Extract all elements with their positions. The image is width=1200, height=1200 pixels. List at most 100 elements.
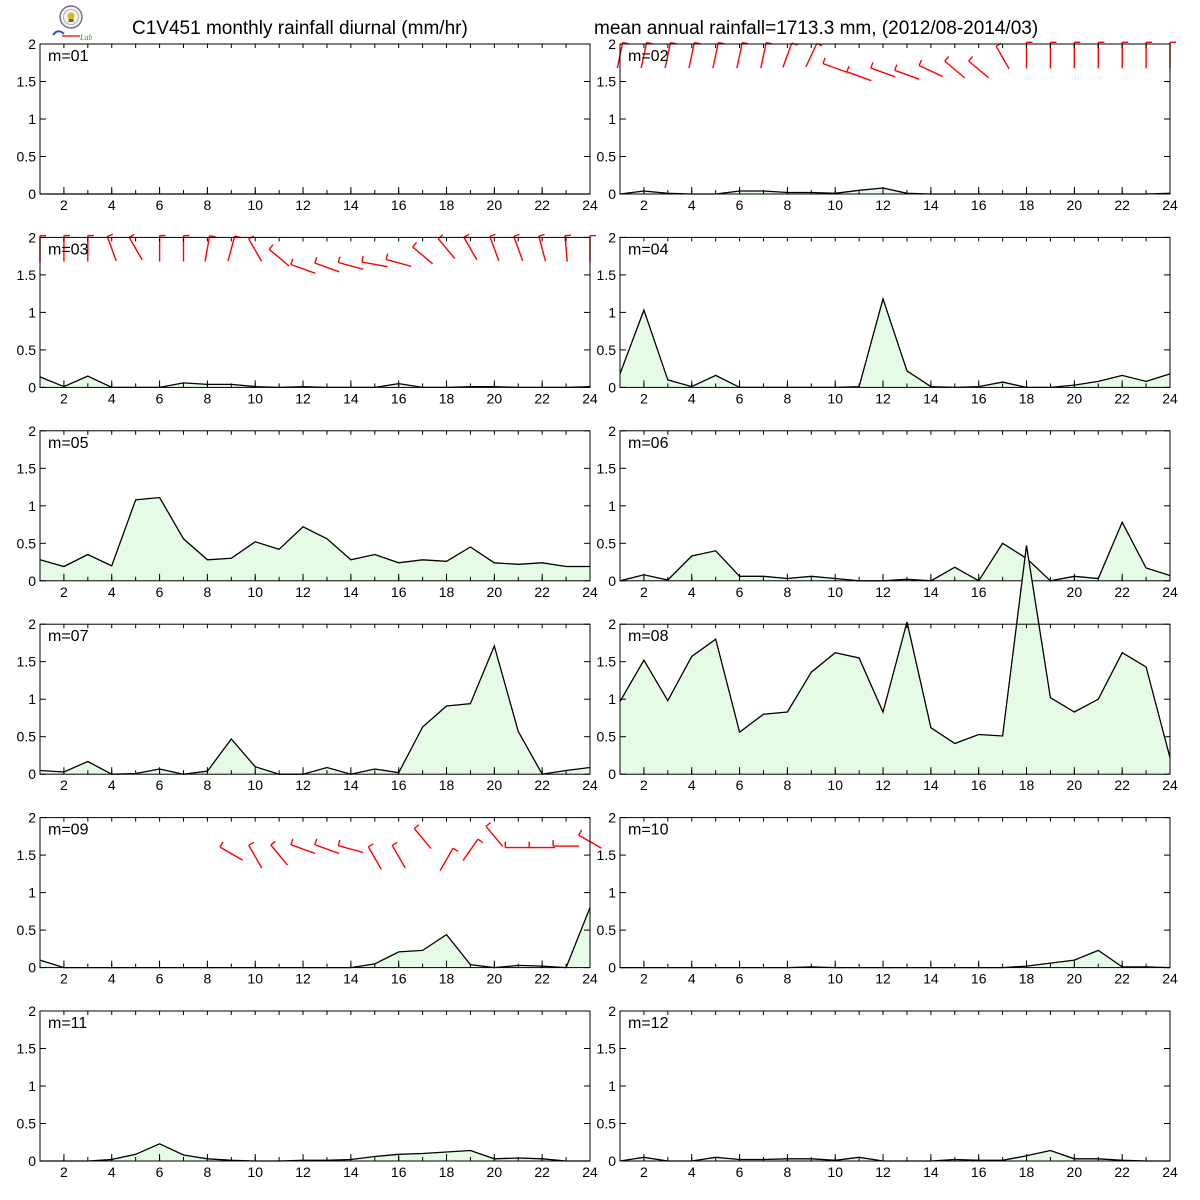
y-tick-label: 2 xyxy=(28,1003,36,1019)
plot-frame xyxy=(39,817,591,969)
x-tick-label: 2 xyxy=(640,777,648,793)
wind-barb xyxy=(1049,41,1057,69)
wind-barb xyxy=(805,42,823,68)
rain-line xyxy=(39,907,591,969)
wind-barb xyxy=(412,241,434,265)
x-tick-label: 4 xyxy=(108,971,116,987)
x-tick-label: 12 xyxy=(295,584,311,600)
wind-barb xyxy=(589,234,596,262)
x-tick-label: 24 xyxy=(1162,390,1178,406)
x-tick-label: 16 xyxy=(391,777,407,793)
x-tick-label: 14 xyxy=(923,1164,939,1180)
y-tick-label: 0.5 xyxy=(17,149,37,165)
panel-label: m=08 xyxy=(628,628,669,645)
x-tick-label: 6 xyxy=(156,390,164,406)
y-tick-label: 0.5 xyxy=(17,535,37,551)
wind-barb xyxy=(760,41,773,69)
wind-barb xyxy=(268,244,290,267)
y-tick-label: 0 xyxy=(28,379,36,395)
x-tick-label: 2 xyxy=(640,971,648,987)
y-tick-label: 2 xyxy=(608,616,616,632)
wind-barb xyxy=(870,62,896,78)
rain-area xyxy=(40,497,590,581)
x-tick-label: 20 xyxy=(487,584,503,600)
panel-m01: 00.511.522 4 6 8 10 12 14 16 18 20 22 24m=01 xyxy=(17,36,598,213)
x-tick-label: 24 xyxy=(582,777,598,793)
y-tick-label: 1 xyxy=(608,1078,616,1094)
x-tick-label: 8 xyxy=(783,971,791,987)
x-tick-label: 4 xyxy=(688,1164,696,1180)
x-tick-label: 16 xyxy=(971,584,987,600)
y-tick-label: 2 xyxy=(608,1003,616,1019)
x-tick-label: 2 xyxy=(60,584,68,600)
x-tick-label: 10 xyxy=(827,777,843,793)
x-tick-label: 4 xyxy=(108,584,116,600)
wind-barb xyxy=(782,42,798,68)
x-tick-label: 8 xyxy=(783,390,791,406)
wind-barb xyxy=(538,233,547,262)
wind-barb xyxy=(489,233,500,262)
x-tick-label: 18 xyxy=(1019,777,1035,793)
panel-m05: 00.511.522 4 6 8 10 12 14 16 18 20 22 24m=05 xyxy=(17,423,598,600)
y-tick-label: 1 xyxy=(608,498,616,514)
wind-barb xyxy=(552,840,580,847)
y-tick-label: 1.5 xyxy=(17,847,37,863)
x-tick-label: 22 xyxy=(534,197,550,213)
wind-barb xyxy=(822,57,848,74)
rain-line xyxy=(39,496,590,568)
x-tick-label: 10 xyxy=(827,1164,843,1180)
x-tick-label: 24 xyxy=(582,390,598,406)
x-tick-label: 16 xyxy=(971,197,987,213)
wind-barb xyxy=(204,235,216,262)
y-tick-label: 0.5 xyxy=(597,729,617,745)
plot-frame xyxy=(39,236,591,388)
x-tick-label: 8 xyxy=(203,971,211,987)
wind-barb xyxy=(227,235,241,262)
x-tick-label: 20 xyxy=(1067,584,1083,600)
wind-barb xyxy=(219,841,243,861)
y-tick-label: 1 xyxy=(28,498,36,514)
x-tick-label: 4 xyxy=(688,197,696,213)
x-tick-label: 4 xyxy=(108,197,116,213)
y-tick-label: 0.5 xyxy=(17,1116,37,1132)
x-tick-label: 18 xyxy=(439,197,455,213)
x-tick-label: 18 xyxy=(1019,971,1035,987)
wind-barb xyxy=(290,838,316,855)
wind-barb xyxy=(158,234,166,262)
y-tick-label: 1.5 xyxy=(17,460,37,476)
y-tick-label: 0.5 xyxy=(17,922,37,938)
x-tick-label: 14 xyxy=(343,390,359,406)
x-tick-label: 22 xyxy=(1114,390,1130,406)
x-tick-label: 10 xyxy=(247,971,263,987)
x-tick-label: 6 xyxy=(736,971,744,987)
wind-barb xyxy=(385,253,412,267)
rain-line xyxy=(619,296,1171,389)
y-tick-label: 1 xyxy=(28,111,36,127)
wind-barb xyxy=(846,65,872,82)
wind-barb xyxy=(290,258,316,274)
x-tick-label: 10 xyxy=(247,390,263,406)
x-tick-label: 8 xyxy=(783,584,791,600)
x-tick-label: 12 xyxy=(875,390,891,406)
chart-title-right: mean annual rainfall=1713.3 mm, (2012/08… xyxy=(594,18,1039,39)
wind-barb xyxy=(391,841,406,869)
wind-barb xyxy=(528,841,556,849)
x-tick-label: 2 xyxy=(60,197,68,213)
wind-barb xyxy=(1169,41,1176,69)
x-tick-label: 2 xyxy=(60,777,68,793)
wind-barb xyxy=(437,234,456,260)
plot-frame xyxy=(619,43,1171,195)
x-tick-label: 12 xyxy=(295,1164,311,1180)
plot-frame xyxy=(619,1010,1171,1162)
y-tick-label: 0 xyxy=(608,573,616,589)
x-tick-label: 12 xyxy=(875,971,891,987)
wind-barb xyxy=(1073,41,1081,69)
x-tick-label: 24 xyxy=(582,584,598,600)
wind-barb xyxy=(918,59,943,78)
wind-barb xyxy=(968,56,990,79)
x-tick-label: 20 xyxy=(487,390,503,406)
y-tick-label: 1.5 xyxy=(17,654,37,670)
x-tick-label: 12 xyxy=(875,1164,891,1180)
y-tick-label: 1 xyxy=(28,691,36,707)
